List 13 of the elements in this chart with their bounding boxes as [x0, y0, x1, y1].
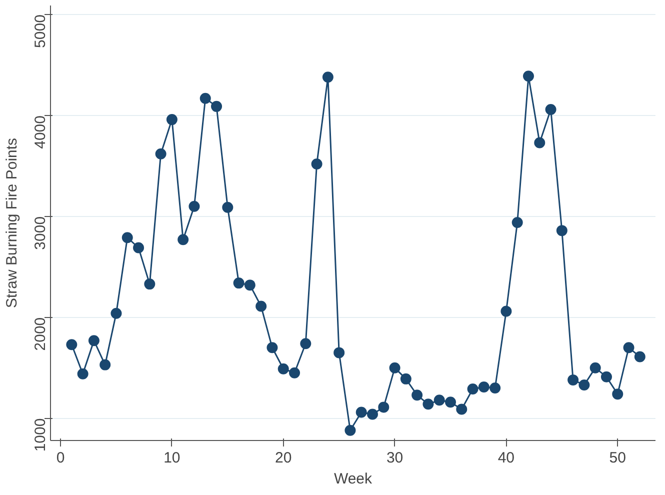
- x-tick-label: 20: [275, 450, 292, 466]
- y-tick-label: 5000: [32, 14, 49, 48]
- x-tick-label: 10: [164, 450, 180, 466]
- x-tick-label: 40: [498, 450, 515, 466]
- x-axis-title: Week: [334, 470, 373, 488]
- y-tick-label: 4000: [32, 116, 49, 149]
- y-tick-label: 1000: [32, 418, 49, 452]
- x-tick-label: 30: [386, 450, 404, 466]
- y-axis-title: Straw Burning Fire Points: [4, 138, 20, 308]
- y-tick-label: 2000: [32, 317, 49, 351]
- x-tick-label: 0: [56, 450, 65, 466]
- x-tick-label: 50: [609, 450, 626, 466]
- y-tick-label: 3000: [32, 216, 49, 250]
